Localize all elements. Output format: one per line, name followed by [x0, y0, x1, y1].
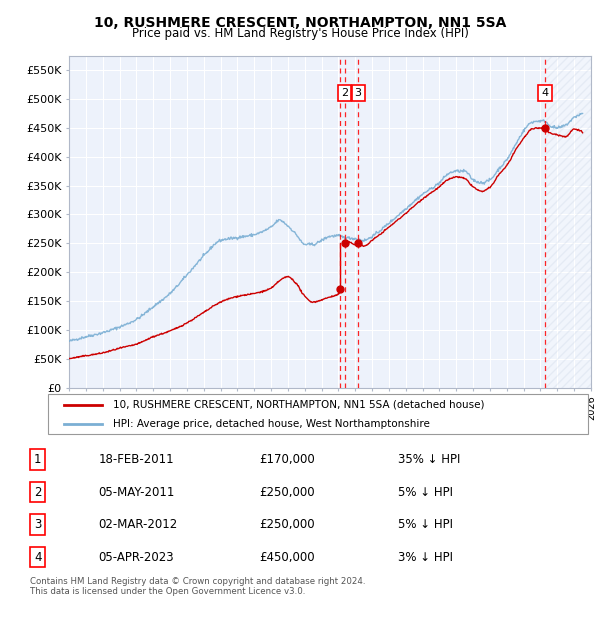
Text: 10, RUSHMERE CRESCENT, NORTHAMPTON, NN1 5SA (detached house): 10, RUSHMERE CRESCENT, NORTHAMPTON, NN1 …: [113, 399, 484, 410]
Text: £250,000: £250,000: [260, 518, 316, 531]
Text: 18-FEB-2011: 18-FEB-2011: [98, 453, 174, 466]
Text: HPI: Average price, detached house, West Northamptonshire: HPI: Average price, detached house, West…: [113, 419, 430, 429]
Text: 2: 2: [34, 485, 41, 498]
Text: Price paid vs. HM Land Registry's House Price Index (HPI): Price paid vs. HM Land Registry's House …: [131, 27, 469, 40]
Text: 5% ↓ HPI: 5% ↓ HPI: [398, 518, 453, 531]
Text: This data is licensed under the Open Government Licence v3.0.: This data is licensed under the Open Gov…: [30, 587, 305, 596]
Text: £450,000: £450,000: [260, 551, 316, 564]
Text: Contains HM Land Registry data © Crown copyright and database right 2024.: Contains HM Land Registry data © Crown c…: [30, 577, 365, 586]
Text: 4: 4: [34, 551, 41, 564]
Text: 10, RUSHMERE CRESCENT, NORTHAMPTON, NN1 5SA: 10, RUSHMERE CRESCENT, NORTHAMPTON, NN1 …: [94, 16, 506, 30]
FancyBboxPatch shape: [48, 394, 588, 434]
Text: 05-APR-2023: 05-APR-2023: [98, 551, 174, 564]
Text: 3: 3: [34, 518, 41, 531]
Text: £250,000: £250,000: [260, 485, 316, 498]
Text: 1: 1: [34, 453, 41, 466]
Text: 3% ↓ HPI: 3% ↓ HPI: [398, 551, 453, 564]
Text: 05-MAY-2011: 05-MAY-2011: [98, 485, 175, 498]
Text: 5% ↓ HPI: 5% ↓ HPI: [398, 485, 453, 498]
Text: 02-MAR-2012: 02-MAR-2012: [98, 518, 178, 531]
Text: 35% ↓ HPI: 35% ↓ HPI: [398, 453, 460, 466]
Text: 4: 4: [541, 88, 548, 99]
Text: £170,000: £170,000: [260, 453, 316, 466]
Text: 3: 3: [355, 88, 362, 99]
Text: 2: 2: [341, 88, 348, 99]
